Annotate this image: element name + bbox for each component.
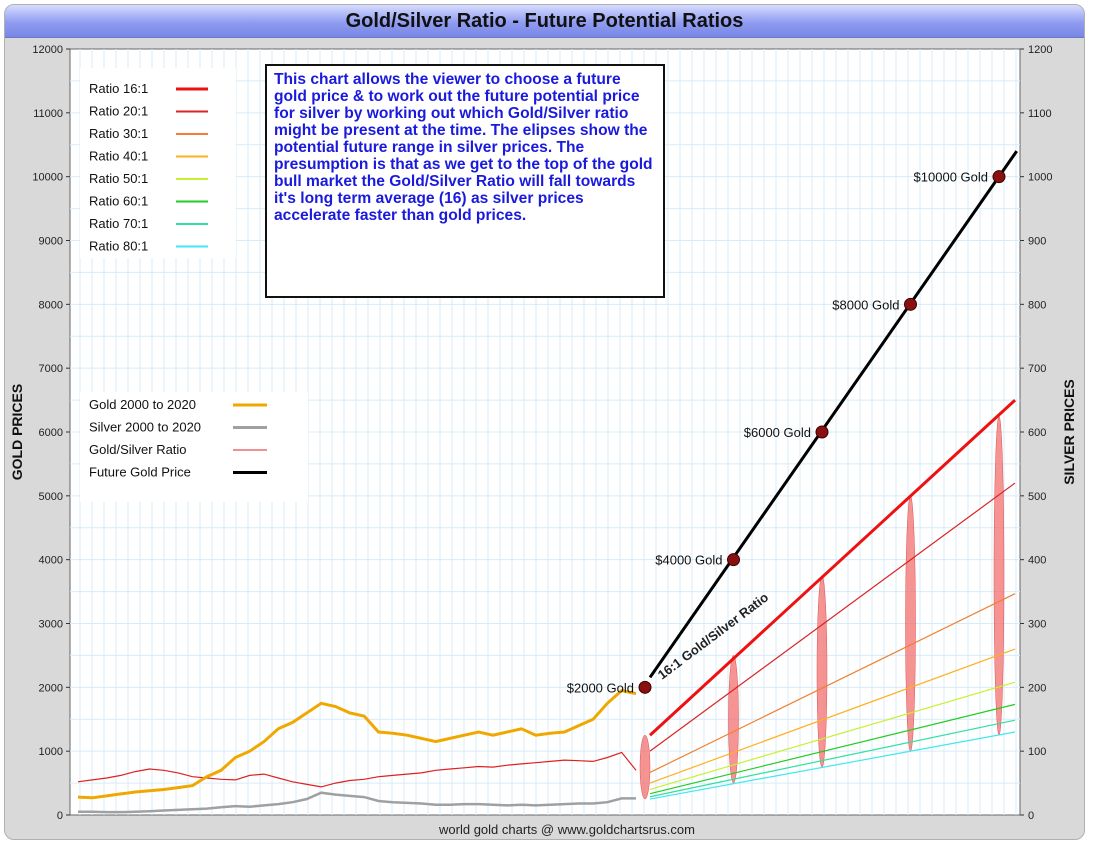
future-gold-series: $2000 Gold $4000 Gold $6000 Gold $8000 Gold… — [567, 150, 1018, 695]
left-tick-label: 0 — [57, 810, 63, 822]
right-tick-label: 1200 — [1028, 44, 1052, 56]
ratio-legend: Ratio 16:1 Ratio 20:1 Ratio 30:1 Ratio 40:1… — [89, 81, 208, 254]
left-tick-label: 4000 — [39, 555, 63, 567]
right-tick-label: 900 — [1028, 236, 1046, 248]
ratio-line-80 — [649, 731, 1016, 800]
series-legend-box — [80, 392, 308, 502]
gold-history-line — [77, 688, 637, 800]
ratio-legend-box — [80, 68, 236, 258]
series-legend-label: Silver 2000 to 2020 — [89, 420, 201, 435]
right-tick-label: 500 — [1028, 491, 1046, 503]
ratio-line-50 — [649, 681, 1016, 791]
footer-credit: world gold charts @ www.goldchartsrus.co… — [438, 822, 695, 837]
ratio-legend-label: Ratio 50:1 — [89, 171, 148, 186]
ratio-lines — [648, 398, 1017, 800]
ratio-line-40 — [649, 648, 1016, 784]
right-tick-label: 700 — [1028, 363, 1046, 375]
y-axis-label-right: SILVER PRICES — [1061, 379, 1077, 485]
future-gold-point-label: $8000 Gold — [832, 297, 899, 312]
future-gold-point-label: $2000 Gold — [567, 680, 634, 695]
gold-silver-ratio-line — [77, 751, 637, 788]
silver-history-line — [78, 791, 636, 814]
future-gold-point — [992, 170, 1006, 184]
ratio-legend-label: Ratio 16:1 — [89, 81, 148, 96]
left-tick-label: 3000 — [39, 619, 63, 631]
future-gold-point — [904, 297, 917, 311]
left-tick-label: 5000 — [39, 491, 63, 503]
right-tick-label: 100 — [1028, 746, 1046, 758]
axis-ticks: 0100020003000400050006000700080009000100… — [32, 44, 1052, 822]
ratio-legend-label: Ratio 60:1 — [89, 194, 148, 209]
left-tick-label: 10000 — [32, 172, 63, 184]
right-tick-label: 800 — [1028, 299, 1046, 311]
ratio-legend-label: Ratio 80:1 — [89, 239, 148, 254]
left-tick-label: 11000 — [33, 108, 63, 120]
future-gold-line — [648, 150, 1018, 679]
right-tick-label: 1100 — [1028, 108, 1052, 120]
right-tick-label: 600 — [1028, 427, 1046, 439]
chart-title: Gold/Silver Ratio - Future Potential Rat… — [345, 10, 744, 32]
ratio-legend-label: Ratio 70:1 — [89, 216, 148, 231]
left-tick-label: 1000 — [39, 746, 63, 758]
annotation-text: This chart allows the viewer to choose a… — [274, 71, 653, 224]
history-series — [77, 688, 637, 814]
ratio-legend-label: Ratio 40:1 — [89, 149, 148, 164]
ratio-line-70 — [649, 719, 1016, 798]
series-legend-label: Gold/Silver Ratio — [89, 442, 187, 457]
left-tick-label: 2000 — [39, 682, 63, 694]
annotation-box: This chart allows the viewer to choose a… — [265, 64, 665, 298]
future-gold-point-label: $4000 Gold — [655, 553, 722, 568]
future-gold-point-label: $10000 Gold — [914, 170, 988, 185]
right-tick-label: 0 — [1028, 810, 1034, 822]
left-tick-label: 7000 — [39, 363, 63, 375]
ratio-line-30 — [649, 593, 1016, 773]
chart-title-bar: Gold/Silver Ratio - Future Potential Rat… — [5, 5, 1084, 38]
right-tick-label: 400 — [1028, 555, 1046, 567]
left-tick-label: 8000 — [39, 299, 63, 311]
right-tick-label: 200 — [1028, 682, 1046, 694]
ratio-line-60 — [649, 703, 1016, 795]
right-tick-label: 1000 — [1028, 172, 1052, 184]
series-legend: Gold 2000 to 2020 Silver 2000 to 2020 Gold… — [89, 397, 267, 480]
future-gold-point-label: $6000 Gold — [744, 425, 811, 440]
left-tick-label: 9000 — [39, 236, 63, 248]
series-legend-label: Gold 2000 to 2020 — [89, 397, 196, 412]
future-gold-point — [638, 680, 652, 694]
ratio-line-20 — [649, 482, 1016, 752]
future-gold-point — [815, 425, 829, 439]
ratio-legend-label: Ratio 20:1 — [89, 104, 148, 119]
series-legend-label: Future Gold Price — [89, 465, 191, 480]
ratio-legend-label: Ratio 30:1 — [89, 126, 148, 141]
future-gold-point — [727, 553, 740, 567]
silver-range-ellipse — [639, 734, 651, 800]
left-tick-label: 12000 — [32, 44, 63, 56]
right-tick-label: 300 — [1028, 619, 1046, 631]
y-axis-label-left: GOLD PRICES — [9, 384, 25, 480]
left-tick-label: 6000 — [39, 427, 63, 439]
ratio-line-16 — [648, 398, 1017, 737]
